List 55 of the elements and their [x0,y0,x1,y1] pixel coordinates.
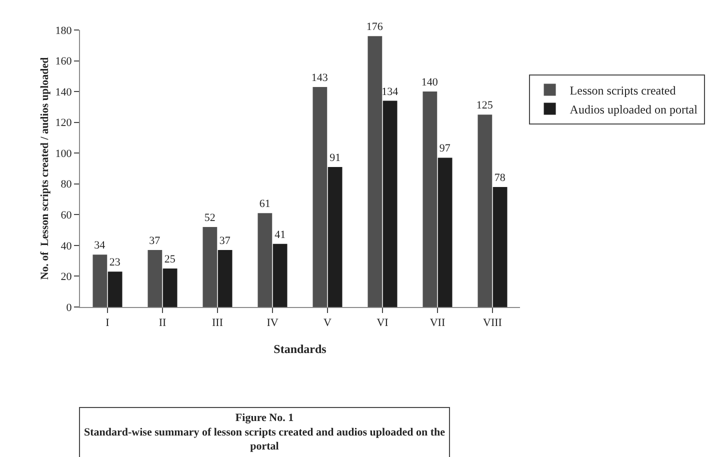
data-label: 78 [494,172,506,184]
y-tick-label: 100 [55,148,72,160]
data-label: 37 [219,235,231,248]
bar [92,254,108,307]
legend-label: Lesson scripts created [570,83,676,98]
bar [478,114,492,307]
text: Figure No. 1 Standard-wise summary of lesson scripts created and audios uploaded on the portal [84,412,446,453]
y-tick-label: 160 [55,56,72,68]
bar [422,92,438,307]
data-label: 140 [421,76,438,89]
y-tick-label: 60 [60,210,72,222]
bar [438,158,452,307]
x-tick-label: I [106,317,110,330]
bar [218,250,232,307]
y-tick-label: 40 [60,240,72,252]
bar [368,36,382,307]
data-label: 143 [311,72,328,84]
data-label: 176 [366,21,384,34]
bar [258,213,272,307]
data-label: 25 [164,254,176,266]
data-label: 134 [382,86,399,98]
bar [312,86,328,307]
x-tick-label: IV [266,317,278,330]
bar [148,250,162,307]
data-label: 97 [439,142,451,155]
bar [162,268,178,307]
x-tick-label: VIII [483,317,502,330]
data-label: 37 [149,235,161,248]
data-label: 41 [274,228,286,241]
legend-label: Audios uploaded on portal [570,102,698,116]
bar [202,226,218,307]
data-label: 125 [476,100,494,112]
data-label: 61 [259,198,270,210]
data-label: 34 [94,240,106,252]
data-label: 91 [330,152,341,164]
y-tick-label: 20 [60,271,72,284]
bar [272,244,288,307]
x-tick-label: III [212,317,224,330]
x-tick-label: II [158,317,166,330]
y-axis-title: No. of Lesson scripts created / audios uploaded [39,57,51,280]
y-tick-label: 140 [55,86,72,98]
data-label: 23 [109,256,121,269]
bar [108,272,122,307]
data-label: 52 [204,212,216,224]
y-tick-label: 180 [55,24,72,37]
x-tick-label: V [324,317,332,330]
bar [328,166,342,307]
y-tick-label: 120 [55,117,72,130]
y-tick-label: 0 [66,302,72,314]
bar [492,186,508,307]
y-tick-label: 80 [60,178,72,191]
bar [382,100,398,307]
x-tick-label: VII [430,317,446,330]
x-axis-title: Standards [274,342,327,356]
x-tick-label: VI [376,317,389,330]
